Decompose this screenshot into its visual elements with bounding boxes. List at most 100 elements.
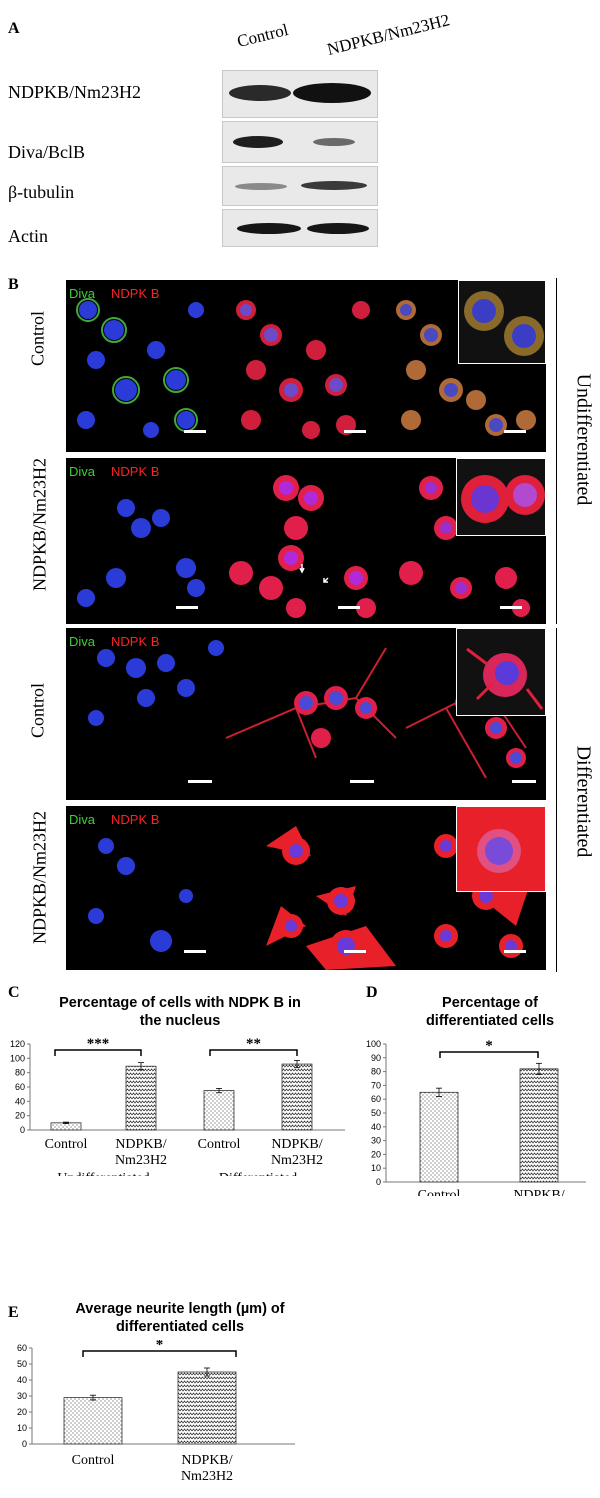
category-label: Nm23H2 [181, 1469, 233, 1484]
y-tick-label: 40 [371, 1122, 381, 1132]
inset-zoom [456, 628, 546, 716]
scale-bar [512, 780, 536, 783]
chart-e: 0 10 20 30 40 50 60 Control NDPKB/Nm23H2 * [17, 1340, 295, 1484]
chart-c: 0 20 40 60 80 100 120 Control NDPKB/Nm23H2 Contro… [10, 1036, 345, 1176]
row-label-treated-diff: NDPKB/Nm23H2 [29, 811, 50, 945]
inset-zoom [456, 806, 546, 892]
scale-bar [344, 430, 366, 433]
row-label-control-undiff: Control [27, 311, 48, 367]
y-tick-label: 50 [371, 1108, 381, 1118]
inset-zoom [458, 280, 546, 364]
category-label: Control [72, 1453, 115, 1468]
y-tick-label: 120 [10, 1039, 25, 1049]
group-divider-undifferentiated [556, 278, 557, 624]
bar [281, 1063, 313, 1131]
blot-strip-ndpkb [222, 70, 378, 118]
blot-label-diva: Diva/BclB [8, 142, 85, 162]
y-tick-label: 10 [371, 1163, 381, 1173]
lane-label-treated: NDPKB/Nm23H2 [325, 10, 452, 60]
y-tick-label: 0 [376, 1177, 381, 1187]
row-label-control-diff: Control [27, 683, 48, 739]
chart-e-title-line1: Average neurite length (µm) of [75, 1301, 285, 1317]
stain-label-diva: Diva [69, 286, 96, 301]
band [301, 181, 367, 190]
chart-d-title-line1: Percentage of [442, 995, 538, 1011]
scale-bar [184, 950, 206, 953]
category-label: Control [198, 1137, 241, 1152]
chart-c-title-line1: Percentage of cells with NDPK B in [59, 995, 301, 1011]
significance-bracket [82, 1350, 237, 1357]
bar [419, 1091, 459, 1183]
y-tick-label: 60 [371, 1094, 381, 1104]
y-tick-label: 100 [10, 1053, 25, 1063]
chart-e-title-line2: differentiated cells [115, 1319, 245, 1335]
scale-bar [184, 430, 206, 433]
significance-bracket [209, 1049, 298, 1056]
significance-bracket [439, 1051, 539, 1058]
stain-label-ndpk: NDPK B [111, 286, 160, 301]
y-tick-label: 70 [371, 1080, 381, 1090]
y-tick-label: 40 [17, 1375, 27, 1385]
micrograph-row-treated-undiff: Diva NDPK B [66, 458, 546, 624]
panel-label-c: C [8, 984, 20, 1001]
band [235, 183, 287, 190]
category-label: NDPKB/ [181, 1453, 232, 1468]
scale-bar [188, 780, 212, 783]
stain-label-ndpk: NDPK B [111, 634, 160, 649]
panel-label-b: B [8, 276, 19, 293]
group-divider-differentiated [556, 628, 557, 972]
lane-label-control: Control [235, 20, 291, 52]
stain-label-diva: Diva [69, 634, 96, 649]
bar [125, 1065, 157, 1131]
chart-d-title: Percentage of differentiated cells [410, 994, 570, 1030]
inset-zoom [456, 458, 546, 536]
stain-label-ndpk: NDPK B [111, 812, 160, 827]
y-tick-label: 30 [17, 1391, 27, 1401]
scale-bar [338, 606, 360, 609]
micrograph-image [77, 475, 530, 618]
scale-bar [500, 606, 522, 609]
micrograph-image [76, 298, 536, 439]
group-label-undifferentiated: Undifferentiated [572, 373, 595, 506]
y-tick-label: 90 [371, 1053, 381, 1063]
blot-label-ndpkb: NDPKB/Nm23H2 [8, 82, 142, 102]
scale-bar [176, 606, 198, 609]
significance-bracket [54, 1049, 142, 1056]
significance-label: *** [87, 1036, 110, 1052]
row-label-treated-undiff: NDPKB/Nm23H2 [29, 458, 50, 592]
blot-label-tubulin: β-tubulin [8, 182, 75, 202]
bar [63, 1397, 123, 1445]
category-label: Nm23H2 [115, 1153, 167, 1168]
band [229, 85, 291, 101]
significance-label: ** [246, 1036, 261, 1052]
group-label-differentiated: Differentiated [572, 745, 595, 858]
category-label: NDPKB/ [115, 1137, 166, 1152]
y-tick-label: 100 [366, 1039, 381, 1049]
y-tick-label: 20 [371, 1149, 381, 1159]
band [307, 223, 369, 234]
scale-bar [350, 780, 374, 783]
significance-label: * [485, 1038, 493, 1054]
stain-label-diva: Diva [69, 812, 96, 827]
y-tick-label: 0 [20, 1125, 25, 1135]
chart-c-title-line2: the nucleus [139, 1013, 221, 1029]
micrograph-row-treated-diff: Diva NDPK B [66, 806, 546, 970]
chart-c-title: Percentage of cells with NDPK B in the n… [30, 994, 330, 1030]
micrograph-row-control-diff: Diva NDPK B [66, 628, 546, 800]
group-label: Differentiated [219, 1171, 297, 1176]
blot-label-actin: Actin [8, 226, 48, 246]
chart-d-title-line2: differentiated cells [425, 1013, 555, 1029]
y-tick-label: 50 [17, 1359, 27, 1369]
category-label: NDPKB/ [513, 1188, 564, 1196]
blot-strip-diva [222, 121, 378, 163]
y-tick-label: 30 [371, 1136, 381, 1146]
band [237, 223, 301, 234]
stain-label-diva: Diva [69, 464, 96, 479]
panel-label-d: D [366, 984, 378, 1001]
scale-bar [504, 430, 526, 433]
y-tick-label: 20 [17, 1407, 27, 1417]
scale-bar [504, 950, 526, 953]
bar [519, 1068, 559, 1183]
band [313, 138, 355, 146]
y-tick-label: 60 [15, 1082, 25, 1092]
